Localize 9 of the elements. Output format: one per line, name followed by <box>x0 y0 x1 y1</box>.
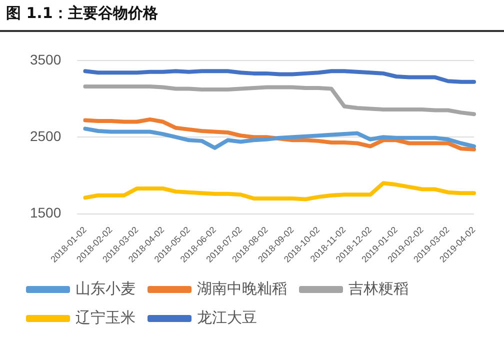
legend-label: 山东小麦 <box>76 279 136 298</box>
chart-title: 图 1.1：主要谷物价格 <box>6 4 158 23</box>
y-tick-label: 2500 <box>30 128 62 144</box>
legend-label: 辽宁玉米 <box>76 308 136 326</box>
y-tick-label: 3500 <box>30 51 62 68</box>
legend-label: 吉林粳稻 <box>348 279 408 298</box>
y-tick-label: 1500 <box>30 204 62 221</box>
legend-label: 龙江大豆 <box>197 308 257 326</box>
legend-label: 湖南中晚籼稻 <box>197 279 287 298</box>
